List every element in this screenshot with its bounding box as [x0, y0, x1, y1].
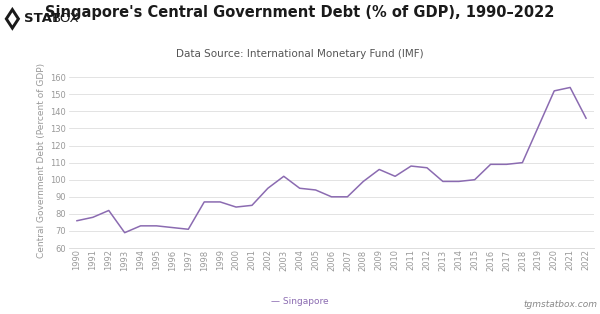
- Text: tgmstatbox.com: tgmstatbox.com: [523, 300, 597, 309]
- Text: — Singapore: — Singapore: [271, 297, 329, 306]
- Text: STAT: STAT: [24, 12, 60, 25]
- Y-axis label: Central Government Debt (Percent of GDP): Central Government Debt (Percent of GDP): [37, 63, 46, 258]
- Text: BOX: BOX: [52, 12, 80, 25]
- Text: Data Source: International Monetary Fund (IMF): Data Source: International Monetary Fund…: [176, 49, 424, 59]
- Polygon shape: [5, 7, 20, 31]
- Text: Singapore's Central Government Debt (% of GDP), 1990–2022: Singapore's Central Government Debt (% o…: [46, 5, 554, 20]
- Polygon shape: [8, 12, 17, 25]
